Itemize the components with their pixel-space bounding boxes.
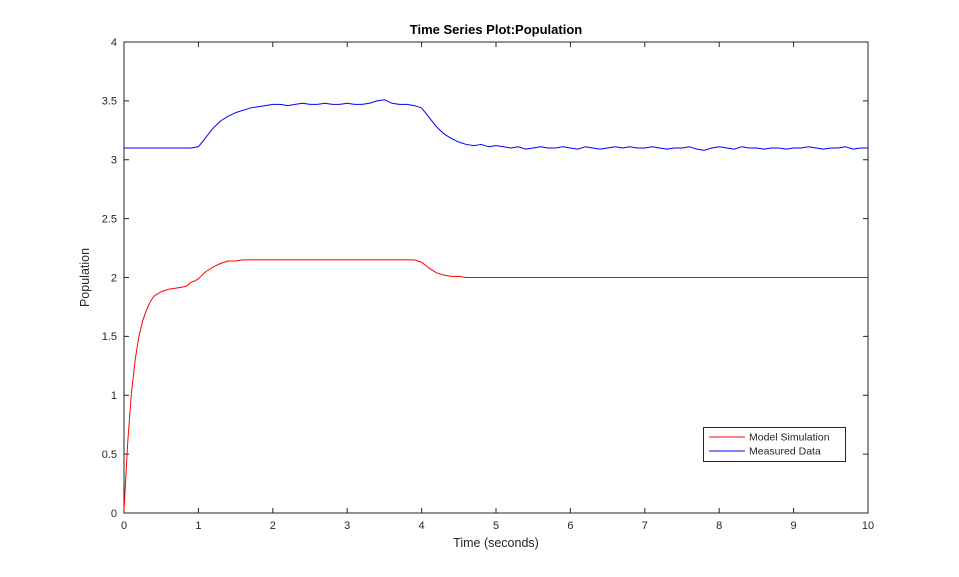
y-tick-label: 1.5 bbox=[102, 331, 117, 343]
y-tick-label: 3.5 bbox=[102, 96, 117, 108]
series-line-model-simulation bbox=[123, 259, 868, 511]
x-tick-label: 9 bbox=[791, 520, 797, 532]
x-tick-label: 1 bbox=[195, 520, 201, 532]
x-tick-label: 7 bbox=[642, 520, 648, 532]
x-axis-label: Time (seconds) bbox=[453, 536, 539, 550]
y-tick-label: 0 bbox=[111, 508, 117, 520]
chart-title: Time Series Plot:Population bbox=[410, 22, 582, 37]
legend-label-measured-data: Measured Data bbox=[749, 446, 821, 458]
y-tick-label: 2.5 bbox=[102, 213, 117, 225]
legend-box bbox=[703, 427, 846, 462]
y-tick-label: 0.5 bbox=[102, 449, 117, 461]
legend: Model Simulation Measured Data bbox=[703, 427, 846, 462]
y-ticks: 0 0.5 1 1.5 2 2.5 3 3.5 4 bbox=[102, 37, 868, 520]
y-axis-label: Population bbox=[78, 248, 92, 307]
x-tick-label: 4 bbox=[419, 520, 425, 532]
y-tick-label: 4 bbox=[111, 37, 117, 49]
series-lines bbox=[123, 99, 868, 511]
series-line-measured-data bbox=[124, 99, 868, 151]
x-tick-label: 5 bbox=[493, 520, 499, 532]
x-tick-label: 10 bbox=[862, 520, 874, 532]
x-tick-label: 0 bbox=[121, 520, 127, 532]
x-tick-label: 2 bbox=[270, 520, 276, 532]
x-ticks: 0 1 2 3 4 5 6 7 8 9 10 bbox=[121, 42, 874, 532]
x-tick-label: 8 bbox=[716, 520, 722, 532]
y-tick-label: 1 bbox=[111, 390, 117, 402]
legend-label-model-simulation: Model Simulation bbox=[749, 432, 830, 444]
x-tick-label: 3 bbox=[344, 520, 350, 532]
y-tick-label: 3 bbox=[111, 155, 117, 167]
x-tick-label: 6 bbox=[567, 520, 573, 532]
y-tick-label: 2 bbox=[111, 272, 117, 284]
